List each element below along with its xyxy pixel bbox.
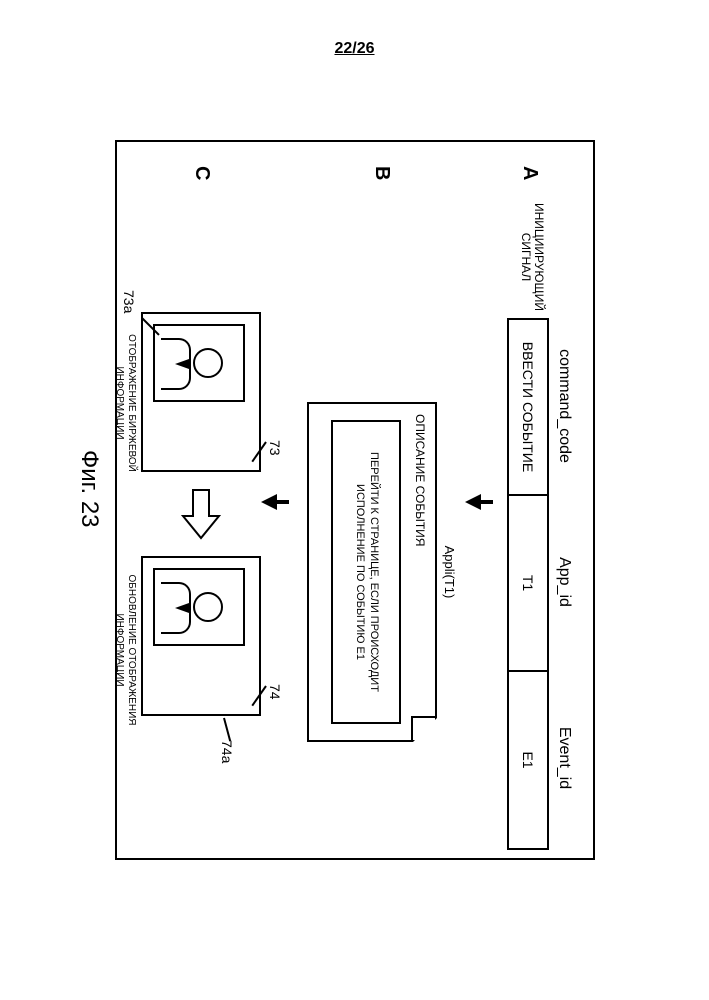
- person-icon: [163, 338, 223, 388]
- trigger-table-header: command_code App_id Event_id: [555, 318, 573, 846]
- ref-73: 73: [267, 440, 283, 456]
- diagram-rotation-wrap: A ИНИЦИИРУЮЩИЙ СИГНАЛ command_code App_i…: [115, 140, 595, 860]
- header-app-id: App_id: [555, 494, 573, 670]
- cell-event-id: E1: [509, 672, 547, 848]
- screen-74: [141, 556, 261, 716]
- block-arrow-icon: [181, 488, 221, 540]
- header-event-id: Event_id: [555, 670, 573, 846]
- ref-74a: 74a: [219, 740, 235, 763]
- person-icon: [163, 582, 223, 632]
- page-number: 22/26: [0, 40, 709, 58]
- ref-74: 74: [267, 684, 283, 700]
- initiating-signal-line2: СИГНАЛ: [518, 233, 532, 282]
- leader-74a: [223, 718, 231, 742]
- caption-73: ОТОБРАЖЕНИЕ БИРЖЕВОЙ ИНФОРМАЦИИ: [114, 328, 137, 478]
- event-description-text: ПЕРЕЙТИ К СТРАНИЦЕ, ЕСЛИ ПРОИСХОДИТ ИСПО…: [331, 420, 401, 724]
- cell-command-code: ВВЕСТИ СОБЫТИЕ: [509, 320, 547, 496]
- section-label-c: C: [190, 166, 213, 180]
- screen-73-panel: [153, 324, 245, 402]
- figure-caption: Фиг. 23: [75, 450, 103, 528]
- page: 22/26 A ИНИЦИИРУЮЩИЙ СИГНАЛ command_code…: [0, 0, 709, 1000]
- cell-app-id: T1: [509, 496, 547, 672]
- application-document: Appli(T1) ОПИСАНИЕ СОБЫТИЯ ПЕРЕЙТИ К СТР…: [307, 402, 455, 742]
- document-shape: ОПИСАНИЕ СОБЫТИЯ ПЕРЕЙТИ К СТРАНИЦЕ, ЕСЛ…: [307, 402, 437, 742]
- caption-74: ОБНОВЛЕНИЕ ОТОБРАЖЕНИЯ ИНФОРМАЦИИ: [114, 560, 137, 740]
- document-fold-icon: [411, 716, 435, 740]
- initiating-signal-label: ИНИЦИИРУЮЩИЙ СИГНАЛ: [518, 202, 544, 312]
- application-title: Appli(T1): [442, 402, 457, 742]
- initiating-signal-line1: ИНИЦИИРУЮЩИЙ: [532, 203, 546, 311]
- arrow-b-to-c: [261, 494, 277, 510]
- screen-74-panel: [153, 568, 245, 646]
- section-label-a: A: [518, 166, 541, 180]
- screen-73: [141, 312, 261, 472]
- trigger-table-row: ВВЕСТИ СОБЫТИЕ T1 E1: [507, 318, 549, 850]
- header-command-code: command_code: [555, 318, 573, 494]
- diagram-frame: A ИНИЦИИРУЮЩИЙ СИГНАЛ command_code App_i…: [115, 140, 595, 860]
- arrow-a-to-b: [465, 494, 481, 510]
- ref-73a: 73a: [121, 290, 137, 313]
- section-label-b: B: [370, 166, 393, 180]
- event-description-heading: ОПИСАНИЕ СОБЫТИЯ: [413, 414, 427, 546]
